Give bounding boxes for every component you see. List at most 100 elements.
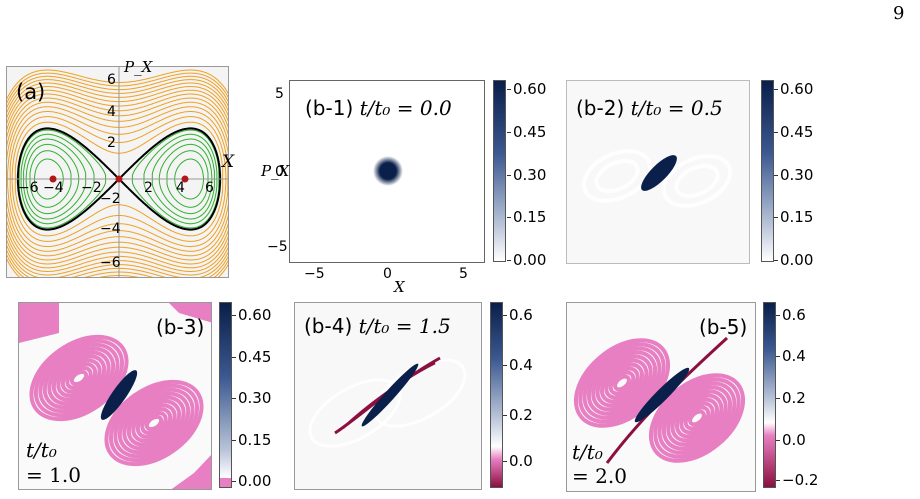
y-tick: 5 — [275, 86, 284, 102]
interference-stripe — [683, 405, 711, 431]
x-tick: −6 — [18, 180, 39, 196]
cbar-tick: 0.4 — [503, 356, 533, 374]
outer-orbit — [7, 82, 228, 276]
b5-time-line2: = 2.0 — [572, 464, 627, 488]
inner-orbit — [158, 143, 213, 215]
outer-orbit — [7, 75, 228, 277]
interference-stripe — [122, 395, 186, 451]
interference-stripe — [595, 358, 649, 408]
b1-plot-svg — [373, 156, 403, 186]
interference-stripe — [117, 391, 191, 455]
interference-stripe — [670, 393, 724, 443]
x-tick: 4 — [176, 180, 185, 196]
inner-orbit — [23, 138, 87, 220]
x-tick: −2 — [81, 180, 102, 196]
interference-stripe — [51, 354, 107, 402]
cbar-tick: 0.30 — [231, 389, 272, 407]
left-fixed-point — [49, 175, 57, 183]
interference-stripe — [126, 399, 182, 447]
panel-b3: (b-3) t/t₀ = 1.0 0.60 0.45 0.30 0.15 0.0… — [18, 300, 278, 495]
inner-orbit — [18, 129, 107, 229]
y-tick: −2 — [100, 191, 121, 207]
panel-b1: (b-1) t/t₀ = 0.0 5 0 −5 P_X −5 0 5 X 0.6… — [255, 72, 547, 302]
cbar-tick: 0.4 — [776, 347, 806, 365]
b5-time-line1: t/t₀ — [572, 440, 603, 464]
separatrix — [16, 127, 222, 231]
outer-orbit — [7, 97, 228, 261]
y-axis-label: P_X — [261, 162, 290, 180]
panel-a-label: (a) — [16, 80, 46, 104]
cbar-tick: −0.2 — [775, 471, 819, 489]
cbar-tick: 0.00 — [773, 251, 814, 269]
x-axis-label: X — [394, 278, 405, 296]
interference-stripe — [104, 379, 204, 467]
x-axis-label: X — [222, 152, 235, 172]
cbar-tick: 0.6 — [776, 306, 806, 324]
interference-stripe — [135, 407, 173, 439]
x-tick: −4 — [43, 180, 64, 196]
cbar-tick: 0.0 — [503, 452, 533, 470]
outer-orbit — [7, 79, 228, 277]
inner-orbit — [25, 143, 80, 215]
cbar-tick: 0.45 — [231, 348, 272, 366]
x-tick: 5 — [459, 266, 468, 282]
cbar-tick: 0.45 — [773, 123, 814, 141]
wavepacket-blob — [641, 155, 677, 191]
outer-orbit — [7, 106, 228, 252]
inner-orbit — [151, 138, 215, 220]
inner-orbit — [166, 150, 209, 208]
interference-stripe — [42, 346, 116, 410]
interference-stripe — [69, 369, 89, 387]
outer-orbit — [7, 93, 228, 265]
cbar-tick: 0.45 — [506, 123, 547, 141]
interference-stripe — [144, 414, 164, 432]
interference-stripe — [47, 350, 111, 406]
colorbar — [763, 302, 776, 488]
b3-time-line2: = 1.0 — [26, 463, 81, 487]
cbar-tick: 0.00 — [506, 251, 547, 269]
b1-label: (b-1) t/t₀ = 0.0 — [305, 96, 452, 120]
panel-b5: (b-5) t/t₀ = 2.0 0.6 0.4 0.2 0.0 −0.2 — [566, 300, 866, 495]
colorbar — [761, 80, 774, 262]
cbar-tick: 0.60 — [773, 80, 814, 98]
right-fixed-point — [181, 175, 189, 183]
interference-stripe — [613, 374, 631, 392]
y-tick: 6 — [107, 72, 116, 88]
interference-stripe — [29, 334, 129, 422]
interference-stripe — [688, 409, 706, 427]
b3-plot-svg — [19, 303, 211, 489]
b4-label: (b-4) t/t₀ = 1.5 — [304, 314, 451, 338]
cbar-tick: 0.30 — [506, 166, 547, 184]
panel-a-phase-portrait: (a) X P_X −6 −4 −2 2 4 6 6 4 2 −2 −4 −6 — [6, 58, 235, 278]
outer-orbit — [14, 121, 224, 237]
wavepacket-blob — [634, 367, 690, 423]
interference-stripe — [113, 387, 195, 459]
wavepacket-blob — [373, 156, 403, 186]
phase-portrait-svg — [7, 67, 228, 277]
outer-orbit — [9, 111, 228, 247]
b3-label: (b-3) — [156, 315, 205, 339]
interference-stripe — [582, 346, 662, 420]
inner-orbit — [143, 133, 218, 225]
cbar-tick: 0.2 — [776, 389, 806, 407]
interference-stripe — [648, 373, 746, 463]
cbar-tick: 0.15 — [773, 208, 814, 226]
outer-orbit — [7, 101, 228, 257]
x-tick: 6 — [205, 180, 214, 196]
inner-orbit — [20, 133, 95, 225]
panel-b4: (b-4) t/t₀ = 1.5 0.6 0.4 0.2 0.0 — [294, 300, 554, 495]
interference-stripe — [600, 362, 644, 404]
interference-stripe — [131, 403, 177, 443]
interference-stripe — [679, 401, 715, 435]
outer-orbit — [7, 86, 228, 272]
interference-stripe — [578, 342, 666, 424]
inner-orbit — [174, 158, 204, 200]
interference-stripe — [108, 383, 200, 463]
y-tick: −4 — [100, 221, 121, 237]
wavepacket-blob — [361, 363, 419, 427]
interference-stripe — [60, 362, 98, 394]
cbar-tick: 0.0 — [776, 431, 806, 449]
interference-stripe — [65, 365, 93, 391]
interference-stripe — [586, 350, 658, 416]
y-tick: −6 — [100, 255, 121, 271]
